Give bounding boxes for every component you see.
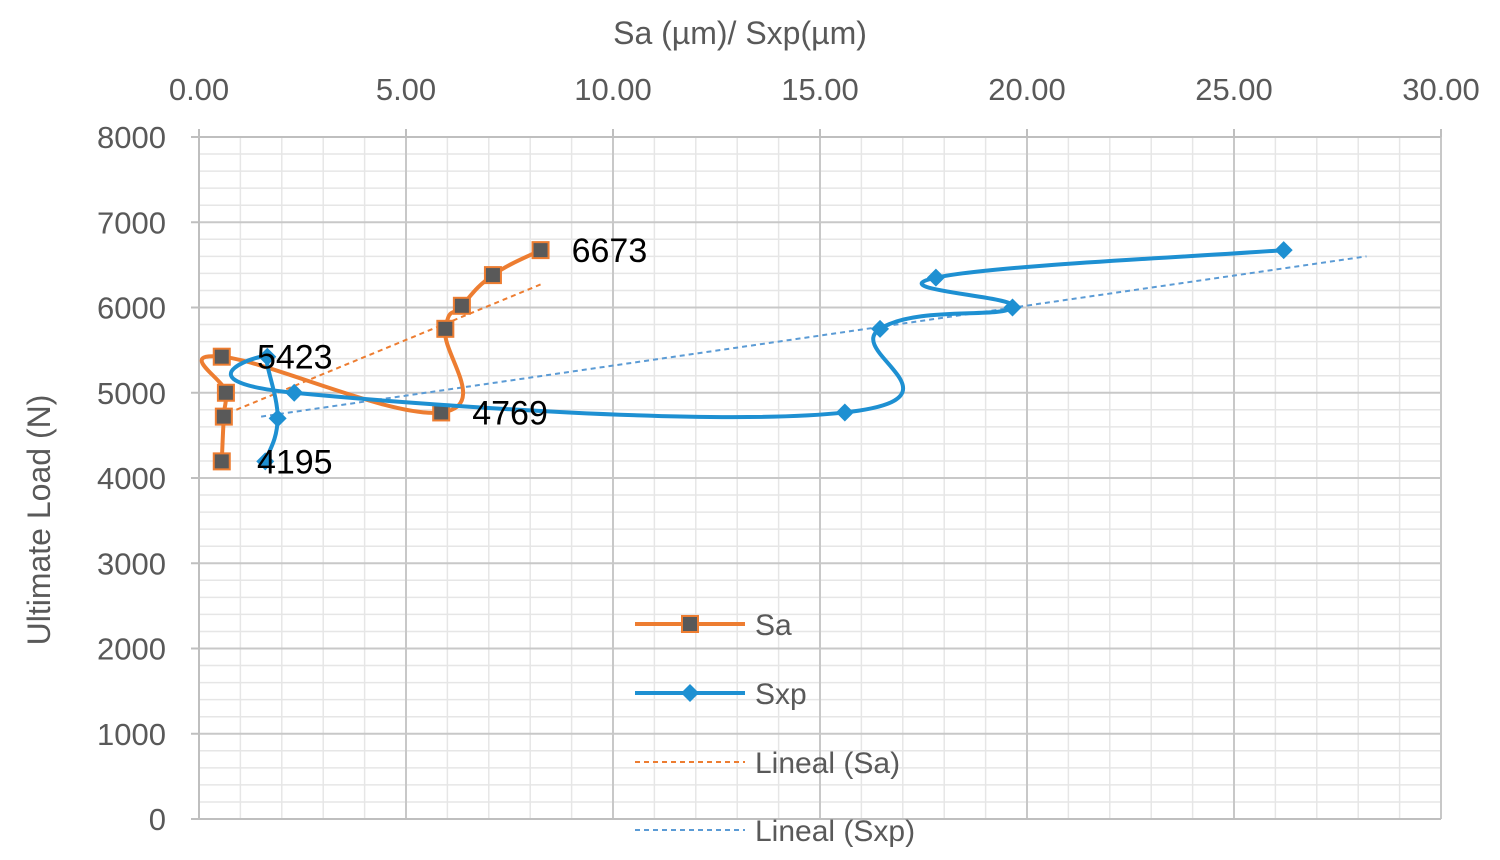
legend-label-lineal-sxp: Lineal (Sxp) xyxy=(755,815,915,848)
legend-label-sxp: Sxp xyxy=(755,678,807,711)
point-sa xyxy=(483,266,502,285)
y-axis-title: Ultimate Load (N) xyxy=(21,395,57,646)
data-label: 4195 xyxy=(257,443,333,481)
point-sxp xyxy=(256,452,275,471)
major-grid xyxy=(199,136,1442,819)
y-tick-label: 7000 xyxy=(97,205,166,240)
y-tick-label: 2000 xyxy=(97,632,166,667)
y-tick-label: 6000 xyxy=(97,291,166,326)
point-sa xyxy=(212,452,231,471)
y-tick-label: 1000 xyxy=(97,717,166,752)
y-tick-label: 0 xyxy=(149,802,166,837)
point-sxp xyxy=(268,409,287,428)
data-label: 6673 xyxy=(572,232,648,270)
x-axis-title: Sa (µm)/ Sxp(µm) xyxy=(613,15,867,51)
axes xyxy=(191,129,1442,820)
x-tick-label: 5.00 xyxy=(376,72,436,107)
x-tick-label: 15.00 xyxy=(781,72,859,107)
data-label: 4769 xyxy=(472,394,548,432)
y-tick-labels: 0 1000 2000 3000 4000 5000 6000 7000 8000 xyxy=(97,120,166,837)
legend: Sa Sxp Lineal (Sa) Lineal (Sxp) xyxy=(635,609,915,848)
x-tick-labels: 0.00 5.00 10.00 15.00 20.00 25.00 30.00 xyxy=(169,72,1480,107)
point-sxp xyxy=(1274,241,1293,260)
x-tick-label: 30.00 xyxy=(1402,72,1480,107)
point-sa xyxy=(531,241,550,260)
legend-label-lineal-sa: Lineal (Sa) xyxy=(755,747,900,780)
point-sa xyxy=(216,383,235,402)
data-label: 5423 xyxy=(257,339,333,377)
data-labels: 6673 5423 4769 4195 xyxy=(257,232,647,481)
point-sxp xyxy=(871,319,890,338)
x-tick-label: 20.00 xyxy=(988,72,1066,107)
point-sxp xyxy=(1003,298,1022,317)
point-sa xyxy=(212,347,231,366)
point-sxp xyxy=(926,268,945,287)
y-tick-label: 4000 xyxy=(97,461,166,496)
legend-label-sa: Sa xyxy=(755,609,792,642)
series-line-sa xyxy=(199,248,543,464)
x-tick-label: 25.00 xyxy=(1195,72,1273,107)
point-sa xyxy=(214,407,233,426)
point-sa xyxy=(436,319,455,338)
series-layer xyxy=(199,241,1367,471)
point-sxp xyxy=(258,347,277,366)
point-sxp xyxy=(835,403,854,422)
y-tick-label: 8000 xyxy=(97,120,166,155)
y-tick-label: 3000 xyxy=(97,546,166,581)
x-tick-label: 10.00 xyxy=(574,72,652,107)
point-sxp xyxy=(285,383,304,402)
legend-marker-sxp xyxy=(681,684,699,702)
series-line-sxp xyxy=(228,248,1286,464)
point-sa xyxy=(452,296,471,315)
y-tick-label: 5000 xyxy=(97,376,166,411)
legend-marker-sa xyxy=(681,615,699,633)
trendline-lineal-sxp xyxy=(260,255,1367,418)
x-tick-label: 0.00 xyxy=(169,72,229,107)
